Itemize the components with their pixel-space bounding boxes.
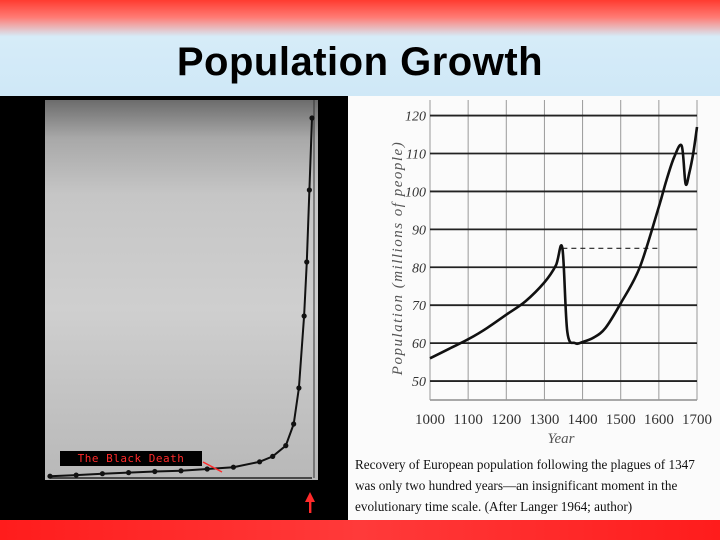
x-tick-label: 1100 [453,412,482,428]
left-data-point [270,453,276,459]
left-data-point [204,466,210,472]
x-tick-label: 1300 [529,412,559,428]
y-tick-label: 80 [412,261,426,276]
left-data-point [73,472,79,478]
left-data-point [47,473,53,479]
x-tick-label: 1000 [415,412,445,428]
y-tick-label: 120 [405,110,426,125]
x-tick-label: 1500 [606,412,636,428]
left-data-point [257,459,263,465]
figure-caption: Recovery of European population followin… [355,457,695,514]
y-tick-label: 110 [406,148,426,163]
y-tick-label: 90 [412,223,426,238]
left-series-line [49,117,313,478]
left-chart [47,100,315,479]
black-death-pointer [202,461,223,473]
title-band [0,0,720,96]
right-chart: 1000 1100 1200 1300 1400 1500 1600 1700 50 60 70 80… [390,100,712,447]
y-tick-label: 100 [405,185,426,200]
left-data-point [309,115,315,121]
black-death-label: The Black Death [60,451,202,466]
left-data-point [99,471,105,477]
y-tick-label: 60 [412,337,426,352]
y-axis-label: Population (millions of people) [390,141,406,376]
x-tick-label: 1200 [491,412,521,428]
right-figure-panel [348,96,720,520]
arrow-up-icon [305,492,315,513]
left-data-point [126,470,132,476]
x-tick-label: 1700 [682,412,712,428]
left-data-point [301,313,307,319]
right-series-line [429,126,699,360]
y-tick-label: 70 [412,299,426,314]
bottom-bar [0,520,720,540]
x-axis-label: Year [548,431,575,447]
slide-title: Population Growth [176,40,544,84]
left-data-point [283,443,289,449]
y-tick-label: 50 [412,375,426,390]
left-data-point [296,385,302,391]
x-tick-label: 1600 [644,412,674,428]
left-data-point [178,468,184,474]
left-data-point [306,187,312,193]
left-data-point [230,464,236,470]
x-tick-label: 1400 [568,412,598,428]
left-data-point [304,259,310,265]
left-data-point [291,421,297,427]
left-plot-area [45,100,318,480]
left-data-point [152,468,158,475]
